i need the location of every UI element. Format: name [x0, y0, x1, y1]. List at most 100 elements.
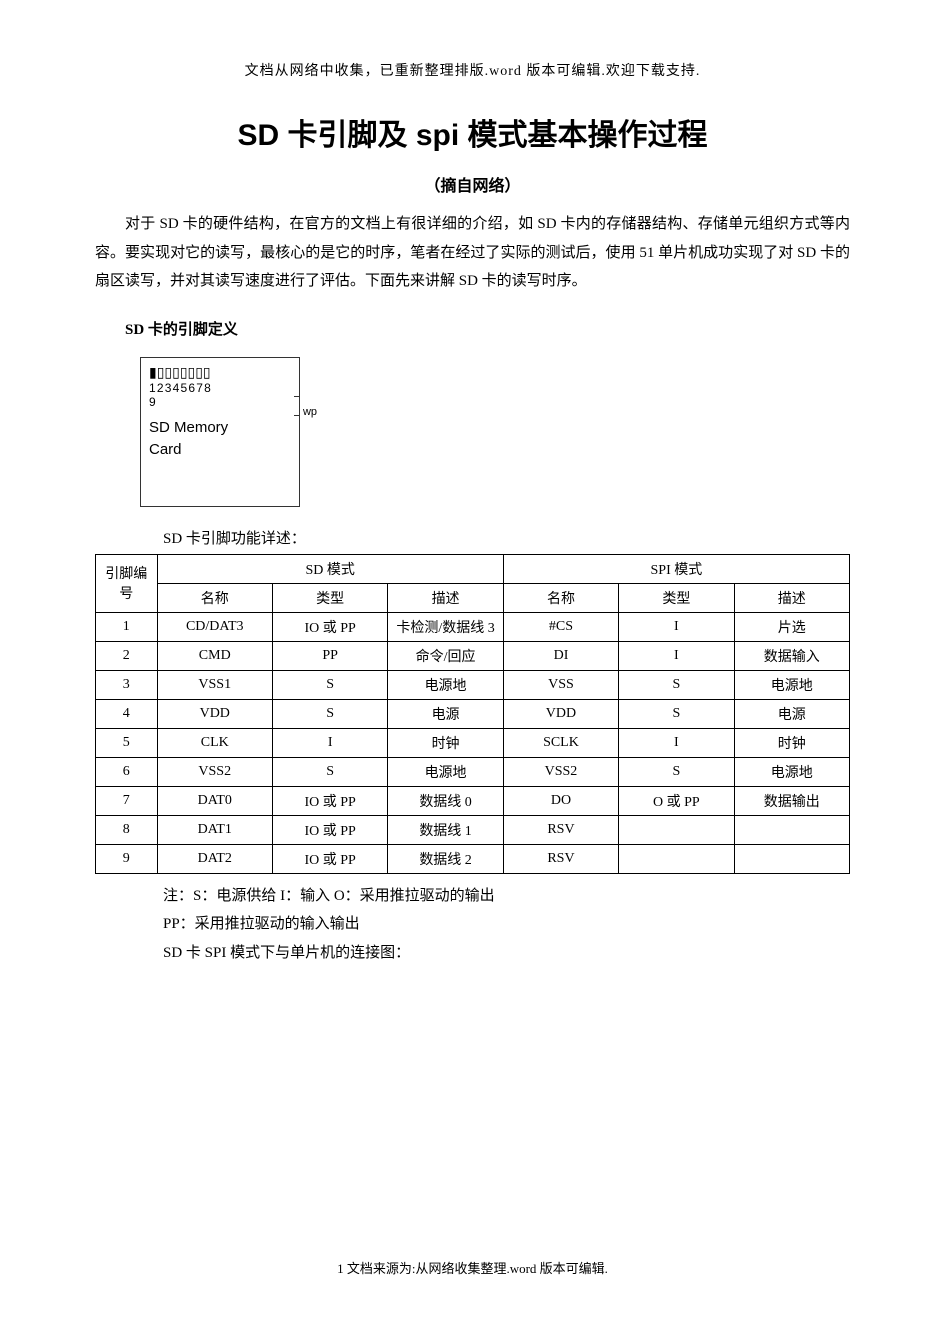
subtitle: （摘自网络）	[95, 172, 850, 196]
table-cell: S	[272, 670, 387, 699]
header-note: 文档从网络中收集，已重新整理排版.word 版本可编辑.欢迎下载支持.	[95, 60, 850, 80]
table-cell: DO	[503, 786, 618, 815]
table-cell: IO 或 PP	[272, 844, 387, 873]
th-spi-name: 名称	[503, 583, 618, 612]
table-cell: I	[619, 728, 734, 757]
table-cell: VDD	[157, 699, 272, 728]
table-cell: 卡检测/数据线 3	[388, 612, 503, 641]
table-cell: 3	[96, 670, 158, 699]
table-cell: SCLK	[503, 728, 618, 757]
table-cell: DAT0	[157, 786, 272, 815]
table-cell: 4	[96, 699, 158, 728]
table-cell: 9	[96, 844, 158, 873]
table-cell: S	[272, 699, 387, 728]
table-cell: RSV	[503, 844, 618, 873]
table-row: 9DAT2IO 或 PP数据线 2RSV	[96, 844, 850, 873]
table-row: 7DAT0IO 或 PP数据线 0DOO 或 PP数据输出	[96, 786, 850, 815]
pin-bars-icon: ▮▯▯▯▯▯▯▯	[149, 364, 211, 380]
note-line-3: SD 卡 SPI 模式下与单片机的连接图：	[163, 939, 850, 968]
table-cell: S	[619, 670, 734, 699]
table-notes: 注：S：电源供给 I：输入 O：采用推拉驱动的输出 PP：采用推拉驱动的输入输出…	[163, 882, 850, 968]
table-cell: 5	[96, 728, 158, 757]
table-row: 8DAT1IO 或 PP数据线 1RSV	[96, 815, 850, 844]
intro-paragraph: 对于 SD 卡的硬件结构，在官方的文档上有很详细的介绍，如 SD 卡内的存储器结…	[95, 210, 850, 296]
sd-label-line2: Card	[149, 441, 182, 458]
table-cell: 数据输入	[734, 641, 849, 670]
pin-row-2: 9	[149, 395, 157, 409]
table-cell: RSV	[503, 815, 618, 844]
table-cell: CLK	[157, 728, 272, 757]
table-cell: 电源	[388, 699, 503, 728]
table-cell: VSS2	[157, 757, 272, 786]
table-cell: 6	[96, 757, 158, 786]
table-cell: 电源地	[388, 757, 503, 786]
table-cell	[734, 844, 849, 873]
table-cell: VSS1	[157, 670, 272, 699]
section-heading-pin-def: SD 卡的引脚定义	[125, 318, 850, 339]
table-cell	[734, 815, 849, 844]
note-line-1: 注：S：电源供给 I：输入 O：采用推拉驱动的输出	[163, 882, 850, 911]
table-cell: S	[272, 757, 387, 786]
table-cell: IO 或 PP	[272, 815, 387, 844]
table-cell: DAT2	[157, 844, 272, 873]
sd-pin-numbers: ▮▯▯▯▯▯▯▯ 12345678 9	[149, 364, 291, 409]
pin-function-table: 引脚编号 SD 模式 SPI 模式 名称 类型 描述 名称 类型 描述 1CD/…	[95, 554, 850, 874]
table-cell	[619, 844, 734, 873]
th-spi-desc: 描述	[734, 583, 849, 612]
table-row: 2CMDPP命令/回应DII数据输入	[96, 641, 850, 670]
th-sd-name: 名称	[157, 583, 272, 612]
pin-row-1: 12345678	[149, 381, 212, 395]
table-cell: O 或 PP	[619, 786, 734, 815]
table-cell: CMD	[157, 641, 272, 670]
th-sd-type: 类型	[272, 583, 387, 612]
table-cell: VDD	[503, 699, 618, 728]
table-cell: IO 或 PP	[272, 612, 387, 641]
footer-note: 1 文档来源为:从网络收集整理.word 版本可编辑.	[0, 1258, 945, 1277]
table-cell: 1	[96, 612, 158, 641]
page-title: SD 卡引脚及 spi 模式基本操作过程	[95, 110, 850, 154]
th-sd-mode: SD 模式	[157, 554, 503, 583]
th-spi-mode: SPI 模式	[503, 554, 849, 583]
table-cell: IO 或 PP	[272, 786, 387, 815]
table-row: 1CD/DAT3IO 或 PP卡检测/数据线 3#CSI片选	[96, 612, 850, 641]
table-cell: PP	[272, 641, 387, 670]
table-cell: 7	[96, 786, 158, 815]
table-cell: S	[619, 757, 734, 786]
table-cell: 电源地	[734, 670, 849, 699]
sd-wp-label: wp	[303, 406, 317, 418]
table-cell: 电源	[734, 699, 849, 728]
table-cell: S	[619, 699, 734, 728]
table-cell: 数据线 0	[388, 786, 503, 815]
table-cell: DI	[503, 641, 618, 670]
table-cell: 片选	[734, 612, 849, 641]
table-cell: 电源地	[734, 757, 849, 786]
table-cell: 数据线 1	[388, 815, 503, 844]
table-cell: 数据线 2	[388, 844, 503, 873]
th-spi-type: 类型	[619, 583, 734, 612]
table-cell: I	[272, 728, 387, 757]
sd-notch-icon	[294, 396, 300, 416]
table-cell: 电源地	[388, 670, 503, 699]
table-cell: 命令/回应	[388, 641, 503, 670]
table-cell: DAT1	[157, 815, 272, 844]
table-header-row-1: 引脚编号 SD 模式 SPI 模式	[96, 554, 850, 583]
table-row: 6VSS2S电源地VSS2S电源地	[96, 757, 850, 786]
table-cell: 数据输出	[734, 786, 849, 815]
table-cell: 8	[96, 815, 158, 844]
table-row: 5CLKI时钟SCLKI时钟	[96, 728, 850, 757]
table-cell: VSS	[503, 670, 618, 699]
table-cell: 时钟	[734, 728, 849, 757]
sd-card-label: SD Memory Card	[149, 417, 291, 462]
th-sd-desc: 描述	[388, 583, 503, 612]
table-cell: I	[619, 641, 734, 670]
table-cell	[619, 815, 734, 844]
th-pin: 引脚编号	[96, 554, 158, 612]
table-cell: VSS2	[503, 757, 618, 786]
table-row: 3VSS1S电源地VSSS电源地	[96, 670, 850, 699]
sd-card-diagram: ▮▯▯▯▯▯▯▯ 12345678 9 wp SD Memory Card	[140, 357, 300, 507]
table-caption: SD 卡引脚功能详述：	[163, 527, 850, 548]
table-header-row-2: 名称 类型 描述 名称 类型 描述	[96, 583, 850, 612]
table-row: 4VDDS电源VDDS电源	[96, 699, 850, 728]
table-cell: 2	[96, 641, 158, 670]
table-cell: #CS	[503, 612, 618, 641]
